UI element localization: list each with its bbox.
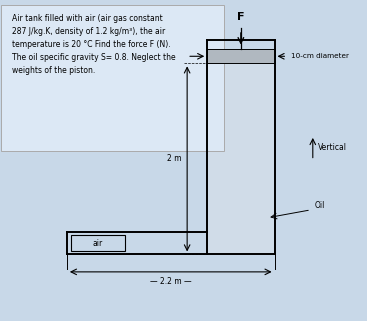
Text: F: F	[237, 12, 245, 22]
Text: Oil: Oil	[315, 201, 325, 210]
Text: Vertical: Vertical	[318, 143, 347, 152]
Bar	[207, 64, 275, 254]
FancyBboxPatch shape	[1, 4, 224, 151]
Text: 10-cm diameter: 10-cm diameter	[291, 53, 349, 59]
Text: 2 m: 2 m	[167, 154, 182, 163]
Bar	[70, 235, 125, 251]
Text: air: air	[93, 239, 103, 248]
Bar	[207, 49, 275, 64]
Text: — 2.2 m —: — 2.2 m —	[150, 277, 192, 286]
Text: Air tank filled with air (air gas constant
287 J/kg.K, density of 1.2 kg/m³), th: Air tank filled with air (air gas consta…	[12, 14, 176, 74]
